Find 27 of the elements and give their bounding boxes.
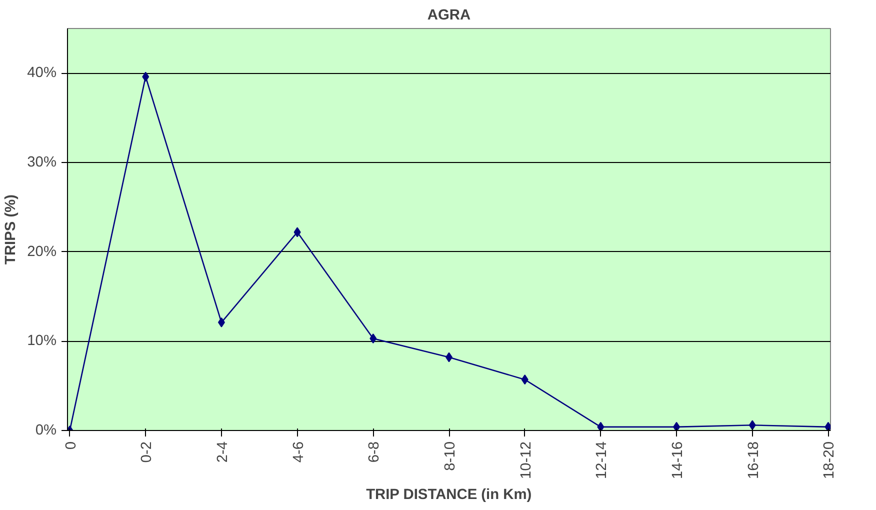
y-tick-label: 10% xyxy=(27,333,57,350)
x-tick-label: 18-20 xyxy=(822,441,838,479)
x-tick-label: 8-10 xyxy=(442,441,458,471)
chart-title: AGRA xyxy=(427,8,471,24)
x-tick-label: 0-2 xyxy=(139,441,156,463)
y-tick-label: 20% xyxy=(27,244,57,260)
y-axis-title: TRIPS (%) xyxy=(3,194,20,265)
x-tick-label: 10-12 xyxy=(518,441,534,479)
x-tick-label: 12-14 xyxy=(594,441,610,479)
point xyxy=(370,333,377,344)
point xyxy=(748,420,756,430)
x-tick-label: 4-6 xyxy=(290,441,307,463)
point xyxy=(142,72,150,82)
y-tick-label: 30% xyxy=(27,154,57,170)
y-tick-label: 40% xyxy=(27,65,57,82)
x-tick-label: 6-8 xyxy=(366,441,383,463)
point xyxy=(294,227,301,238)
x-tick-label: 0 xyxy=(63,441,80,450)
x-tick-label: 2-4 xyxy=(214,441,231,463)
x-tick-label: 16-18 xyxy=(746,441,762,479)
point xyxy=(597,422,604,430)
point xyxy=(521,374,528,385)
x-axis-title: TRIP DISTANCE (in Km) xyxy=(366,486,532,503)
y-tick-label: 0% xyxy=(35,422,57,438)
point xyxy=(673,422,680,430)
x-tick-label: 14-16 xyxy=(670,441,686,479)
point xyxy=(218,317,225,328)
